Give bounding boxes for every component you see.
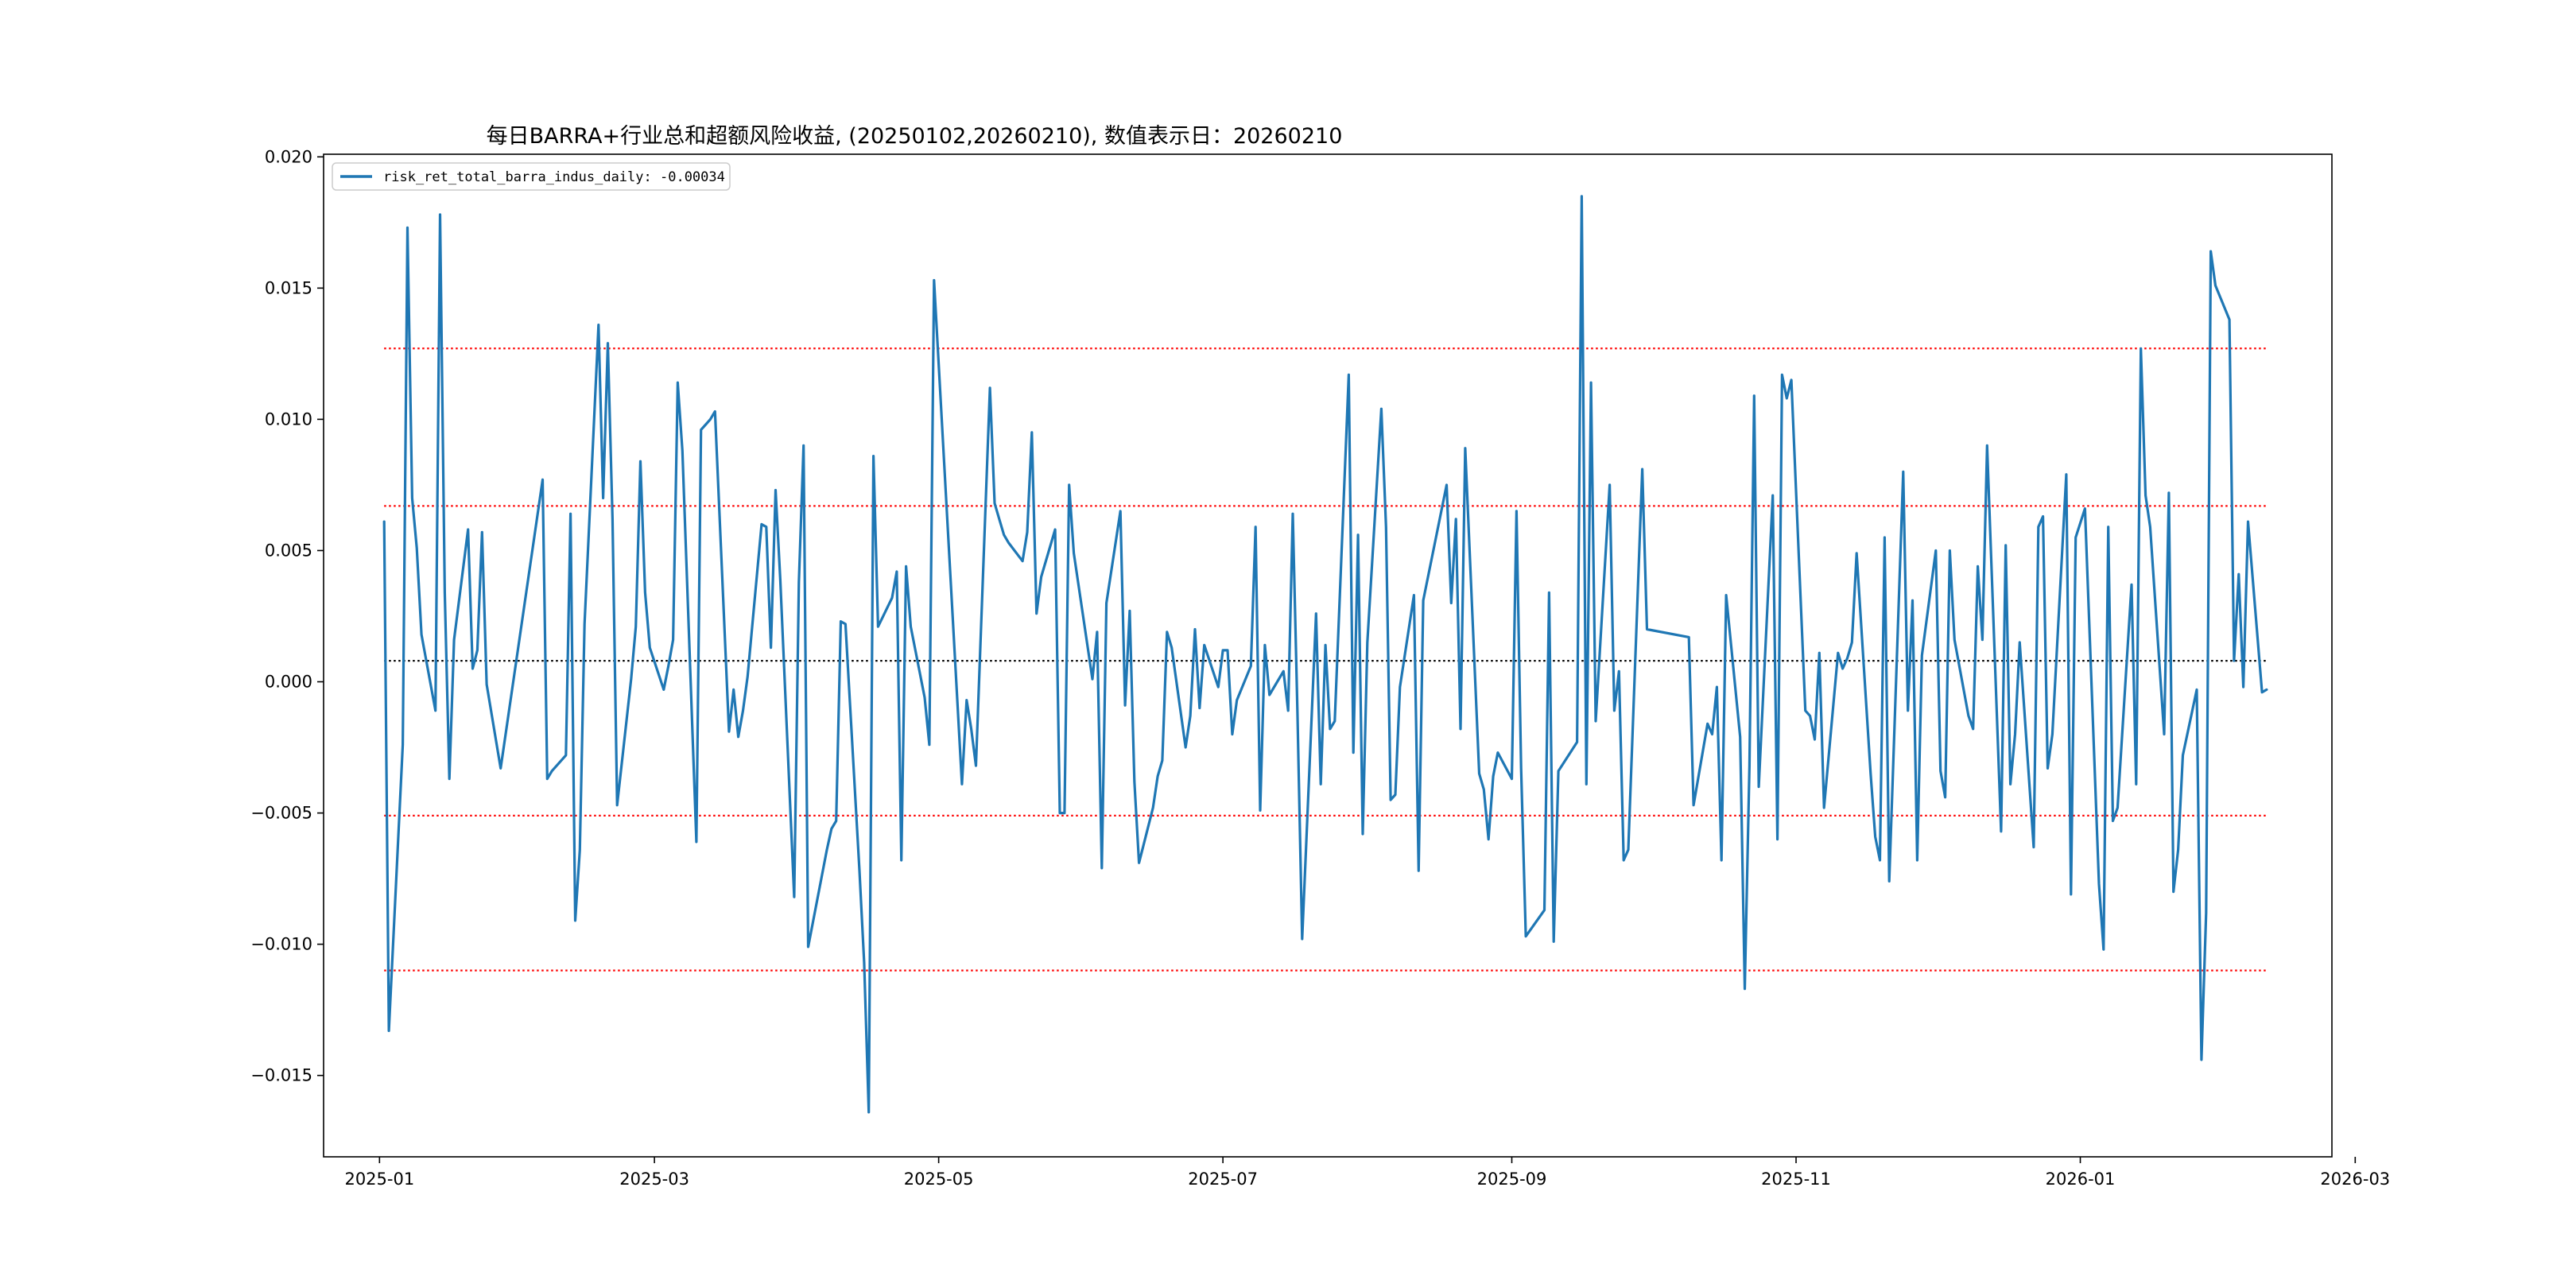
x-tick-label: 2025-03: [619, 1170, 689, 1189]
x-tick-label: 2025-07: [1188, 1170, 1258, 1189]
y-tick-label: 0.000: [265, 673, 312, 692]
x-tick-label: 2025-09: [1477, 1170, 1547, 1189]
x-tick-label: 2026-01: [2046, 1170, 2116, 1189]
y-tick-label: −0.015: [250, 1066, 312, 1085]
legend: risk_ret_total_barra_indus_daily: -0.000…: [332, 162, 731, 191]
y-tick-label: 0.010: [265, 409, 312, 429]
x-tick-label: 2025-05: [904, 1170, 974, 1189]
plot-frame: [323, 153, 2333, 1158]
legend-entry: risk_ret_total_barra_indus_daily: -0.000…: [383, 169, 725, 185]
y-tick-label: 0.005: [265, 541, 312, 560]
y-tick-label: −0.010: [250, 935, 312, 954]
y-axis: 0.020 0.015 0.010 0.005 0.000 −0.005 −0.010 −0.…: [250, 147, 324, 1085]
x-tick-label: 2026-03: [2320, 1170, 2390, 1189]
legend-box: [332, 162, 731, 191]
y-tick-label: −0.005: [250, 804, 312, 823]
series-line-0: [382, 195, 2268, 1114]
x-axis: 2025-01 2025-03 2025-05 2025-07 2025-09 2025-…: [344, 1157, 2390, 1189]
x-tick-label: 2025-11: [1761, 1170, 1831, 1189]
y-tick-label: 0.015: [265, 278, 312, 297]
y-tick-label: 0.020: [265, 147, 312, 166]
x-tick-label: 2025-01: [344, 1170, 414, 1189]
series-layer: [382, 195, 2268, 1114]
chart-title: 每日BARRA+行业总和超额风险收益, (20250102,20260210),…: [487, 124, 1343, 149]
